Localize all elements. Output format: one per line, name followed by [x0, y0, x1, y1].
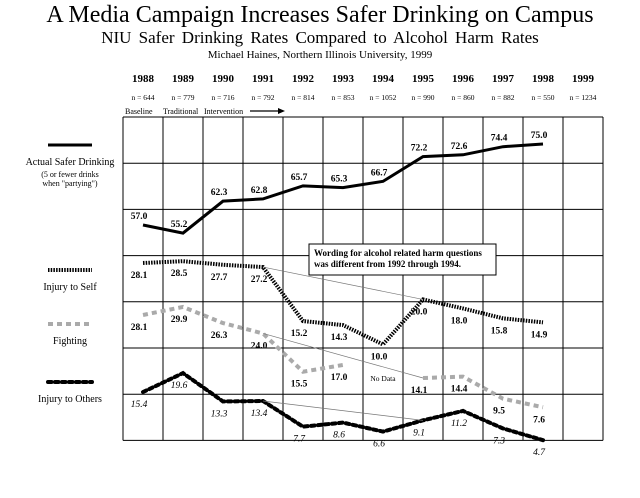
chart-subtitle: NIU Safer Drinking Rates Compared to Alc…	[101, 28, 539, 47]
x-tick-label: 1998	[532, 73, 555, 85]
data-label: 18.0	[451, 316, 468, 326]
series-line	[142, 304, 544, 410]
x-tick-label: 1988	[132, 73, 155, 85]
sample-size: n = 860	[452, 93, 475, 102]
data-label: 65.7	[291, 173, 308, 183]
annotation-box	[308, 243, 497, 276]
legend-note: when "partying")	[42, 179, 98, 188]
sample-size: n = 779	[172, 93, 195, 102]
data-label: 14.1	[411, 386, 428, 396]
data-label: 26.3	[211, 331, 228, 341]
data-label: 15.5	[291, 380, 308, 390]
data-label: 11.2	[451, 419, 467, 429]
sample-size: n = 644	[132, 93, 155, 102]
annotation: Wording for alcohol related harm questio…	[314, 248, 482, 258]
sample-size: n = 550	[532, 93, 555, 102]
data-label: 8.6	[333, 431, 345, 441]
x-tick-label: 1995	[412, 73, 435, 85]
data-label: 62.8	[251, 186, 268, 196]
legend-label: Injury to Others	[38, 394, 102, 405]
data-label: 24.0	[251, 341, 268, 351]
x-tick-label: 1989	[172, 73, 195, 85]
data-label: 7.3	[493, 436, 505, 446]
phase-label: Baseline	[125, 107, 153, 116]
legend-label: Fighting	[53, 336, 87, 347]
series-line	[142, 142, 544, 235]
data-label: 6.6	[373, 440, 385, 450]
data-label: 19.6	[171, 381, 188, 391]
data-label: 66.7	[371, 168, 388, 178]
data-label: 4.7	[533, 448, 546, 458]
data-label: 20.0	[411, 307, 428, 317]
data-label: 28.1	[131, 271, 148, 281]
data-label: 27.7	[211, 273, 228, 283]
sample-size: n = 882	[492, 93, 515, 102]
data-label: 28.5	[171, 269, 188, 279]
data-label: 10.0	[371, 352, 388, 362]
x-tick-label: 1992	[292, 73, 315, 85]
x-tick-label: 1999	[572, 73, 595, 85]
sample-size: n = 1052	[370, 93, 397, 102]
phase-arrow-head	[278, 108, 285, 114]
data-label: 14.9	[531, 330, 548, 340]
series-line	[142, 259, 544, 347]
data-label: 15.4	[131, 400, 148, 410]
trend-link	[262, 400, 424, 421]
data-label: 7.7	[293, 435, 306, 445]
x-tick-label: 1991	[252, 73, 274, 85]
data-label: 55.2	[171, 220, 188, 230]
data-label: 14.4	[451, 385, 468, 395]
data-label: 28.1	[131, 323, 148, 333]
legend-label: Injury to Self	[43, 282, 97, 293]
data-label: 72.2	[411, 144, 428, 154]
data-label: 57.0	[131, 212, 148, 222]
x-tick-label: 1993	[332, 73, 355, 85]
data-label: 27.2	[251, 275, 268, 285]
data-label: 29.9	[171, 315, 188, 325]
trend-link	[262, 266, 424, 300]
sample-size: n = 990	[412, 93, 435, 102]
phase-label: Intervention	[204, 107, 243, 116]
data-label: 13.4	[251, 409, 268, 419]
x-tick-label: 1996	[452, 73, 475, 85]
data-label: 72.6	[451, 142, 468, 152]
sample-size: n = 814	[292, 93, 315, 102]
chart-source: Michael Haines, Northern Illinois Univer…	[208, 49, 433, 61]
data-label: 17.0	[331, 373, 348, 383]
legend-label: Actual Safer Drinking	[26, 157, 115, 168]
sample-size: n = 792	[252, 93, 275, 102]
data-label: 62.3	[211, 188, 228, 198]
data-label: 13.3	[211, 409, 228, 419]
data-label: 9.5	[493, 407, 505, 417]
annotation: was different from 1992 through 1994.	[314, 259, 461, 269]
data-label: 15.2	[291, 329, 308, 339]
data-label: 14.3	[331, 333, 348, 343]
data-label: 9.1	[413, 428, 425, 438]
x-tick-label: 1994	[372, 73, 395, 85]
sample-size: n = 1234	[570, 93, 597, 102]
data-label: 7.6	[533, 415, 545, 425]
legend-note: (5 or fewer drinks	[41, 170, 99, 179]
data-label: 75.0	[531, 131, 548, 141]
data-label: 65.3	[331, 175, 348, 185]
chart-title: A Media Campaign Increases Safer Drinkin…	[46, 2, 593, 28]
no-data-label: No Data	[370, 374, 396, 383]
data-label: 15.8	[491, 326, 508, 336]
sample-size: n = 716	[212, 93, 235, 102]
phase-label: Traditional	[163, 107, 199, 116]
sample-size: n = 853	[332, 93, 355, 102]
trend-link	[262, 333, 424, 379]
series-line	[141, 370, 545, 443]
x-tick-label: 1997	[492, 73, 515, 85]
x-tick-label: 1990	[212, 73, 235, 85]
data-label: 74.4	[491, 134, 508, 144]
